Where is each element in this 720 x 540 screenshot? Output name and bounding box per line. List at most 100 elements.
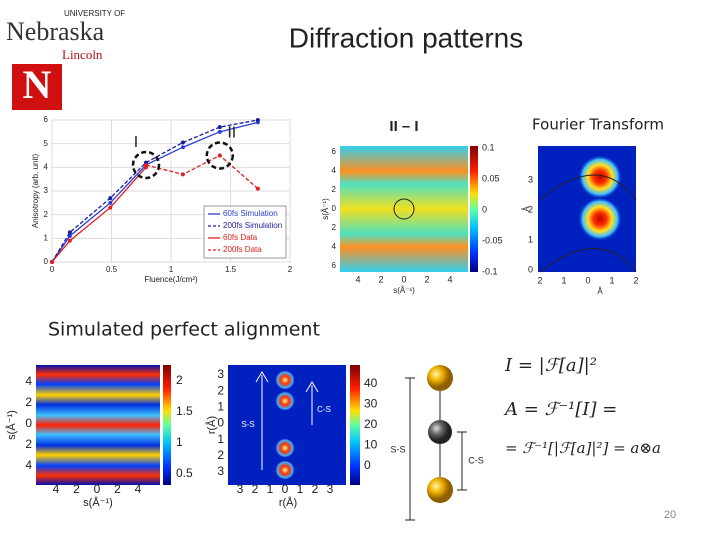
- tick-label: 3: [217, 464, 224, 478]
- tick-label: 10: [364, 438, 378, 452]
- tick-label: 0: [332, 204, 337, 213]
- axis-label: r(Å): [279, 496, 297, 509]
- equation: A = ℱ⁻¹[I] =: [503, 399, 617, 420]
- y-tick-label: 2: [44, 210, 49, 219]
- tick-label: 0: [217, 416, 224, 430]
- legend-label: 200fs Data: [223, 245, 262, 254]
- tick-label: 4: [53, 482, 60, 496]
- tick-label: 1: [217, 432, 224, 446]
- tick-label: 0: [585, 275, 590, 285]
- peak: [275, 460, 295, 480]
- axis-label: s(Å⁻¹): [5, 410, 18, 440]
- inset-label: C-S: [317, 405, 331, 414]
- tick-label: 4: [355, 274, 360, 284]
- tick-label: 3: [217, 367, 224, 381]
- axis-label: Å: [522, 206, 531, 212]
- equation: = ℱ⁻¹[|ℱ[a]|²] = a⊗a: [505, 439, 661, 457]
- legend-label: 60fs Simulation: [223, 209, 278, 218]
- tick-label: 1: [176, 435, 183, 449]
- annotation: I: [134, 134, 138, 151]
- axis-label: Å: [597, 287, 603, 296]
- tick-label: 0: [364, 458, 371, 472]
- section-title: Simulated perfect alignment: [48, 319, 320, 341]
- tick-label: -0.05: [482, 235, 503, 245]
- tick-label: 0.05: [482, 173, 500, 183]
- tick-label: 3: [237, 482, 244, 496]
- tick-label: 1: [297, 482, 304, 496]
- ring: [393, 198, 415, 220]
- y-tick-label: 5: [44, 139, 49, 148]
- y-tick-label: 0: [44, 257, 49, 266]
- tick-label: 1: [528, 234, 533, 244]
- atom-s: [427, 477, 453, 503]
- panel-title: II – I: [389, 118, 418, 135]
- tick-label: 2: [176, 373, 183, 387]
- tick-label: 2: [114, 482, 121, 496]
- colorbar: [163, 365, 171, 485]
- tick-label: 6: [332, 147, 337, 156]
- tick-label: 2: [217, 383, 224, 397]
- tick-label: 2: [217, 448, 224, 462]
- y-tick-label: 4: [44, 162, 49, 171]
- x-tick-label: 0: [50, 265, 55, 274]
- y-tick-label: 6: [44, 115, 49, 124]
- heatmap: [36, 365, 160, 485]
- legend-label: 60fs Data: [223, 233, 258, 242]
- tick-label: 0: [482, 204, 487, 214]
- page-number: 20: [664, 509, 676, 521]
- blob: [578, 197, 622, 241]
- marker: [180, 172, 185, 177]
- x-tick-label: 2: [288, 265, 293, 274]
- molecule-label: S-S: [390, 444, 405, 454]
- tick-label: 2: [252, 482, 259, 496]
- slide-title: Diffraction patterns: [289, 22, 524, 53]
- tick-label: 30: [364, 397, 378, 411]
- tick-label: -0.1: [482, 266, 498, 276]
- marker: [108, 205, 113, 210]
- bracket: [405, 377, 467, 521]
- marker: [255, 186, 260, 191]
- atom-s: [427, 365, 453, 391]
- tick-label: 6: [332, 261, 337, 270]
- tick-label: 1: [561, 275, 566, 285]
- x-tick-label: 1.5: [225, 265, 237, 274]
- logo-sub: Lincoln: [62, 47, 103, 62]
- logo-main: Nebraska: [6, 17, 105, 46]
- marker: [180, 140, 185, 145]
- x-tick-label: 0.5: [106, 265, 118, 274]
- series-line: [51, 166, 147, 263]
- legend: [203, 205, 287, 259]
- tick-label: 2: [332, 223, 337, 232]
- tick-label: 3: [327, 482, 334, 496]
- blob: [578, 155, 622, 199]
- marker: [108, 200, 113, 205]
- tick-label: 2: [25, 437, 32, 451]
- tick-label: 2: [528, 204, 533, 214]
- tick-label: 0: [94, 482, 101, 496]
- peak: [275, 370, 295, 390]
- colorbar: [350, 365, 360, 485]
- tick-label: 2: [537, 275, 542, 285]
- equation: I = |ℱ[a]|²: [504, 355, 597, 376]
- tick-label: 1: [217, 400, 224, 414]
- annotation-ring: [205, 141, 235, 170]
- tick-label: 0: [528, 264, 533, 274]
- marker: [255, 118, 260, 122]
- panel-title: Fourier Transform: [532, 116, 664, 134]
- tick-label: 2: [424, 274, 429, 284]
- marker: [67, 230, 72, 235]
- logo-top: UNIVERSITY OF: [64, 9, 125, 18]
- colorbar: [470, 146, 478, 272]
- marker: [180, 145, 185, 150]
- x-axis-label: Fluence(J/cm²): [144, 275, 198, 284]
- tick-label: 2: [633, 275, 638, 285]
- tick-label: 0: [25, 416, 32, 430]
- peak: [275, 438, 295, 458]
- annotation: II: [227, 125, 236, 142]
- tick-label: 1: [267, 482, 274, 496]
- tick-label: 2: [25, 395, 32, 409]
- marker: [217, 129, 222, 134]
- arrow: [255, 371, 319, 470]
- tick-label: 1: [609, 275, 614, 285]
- molecule-label: C-S: [468, 455, 484, 465]
